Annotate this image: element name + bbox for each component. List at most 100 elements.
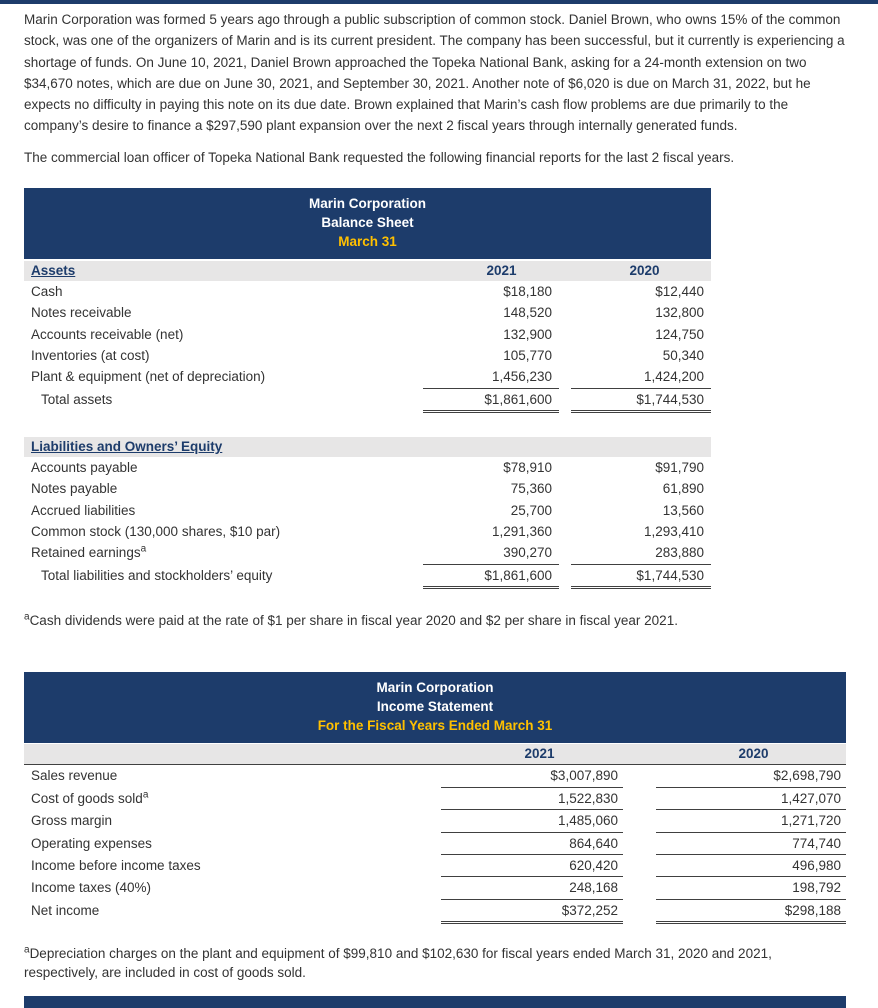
problem-page: Marin Corporation was formed 5 years ago… (0, 4, 878, 1008)
amount-2021: 1,456,230 (423, 366, 559, 389)
superscript-marker: a (140, 543, 147, 555)
row-net-income: Net income $372,252 $298,188 (24, 900, 846, 925)
column-gap (623, 855, 656, 877)
top-accent-bar (0, 0, 878, 4)
row-label-text: Accounts receivable (net) (31, 326, 184, 342)
liabilities-section-title: Liabilities and Owners’ Equity (31, 439, 223, 455)
amount-2021: $1,861,600 (423, 565, 559, 590)
year-column-2020: 2020 (629, 263, 660, 279)
footnote-marker: a (24, 611, 30, 623)
row-label: Cost of goods solda (24, 788, 441, 810)
row-income-before-taxes: Income before income taxes 620,420 496,9… (24, 855, 846, 878)
amount-2020: 1,271,720 (656, 810, 846, 833)
amount-2020: 132,800 (655, 305, 704, 321)
superscript-marker: a (142, 789, 149, 801)
amount-2020: 1,424,200 (571, 366, 711, 389)
column-gap (559, 437, 571, 457)
amount-2020: 198,792 (656, 877, 846, 900)
column-gap (559, 478, 571, 499)
balance-sheet-table: Marin Corporation Balance Sheet March 31… (24, 188, 711, 590)
amount-2020: 1,427,070 (656, 788, 846, 811)
statement-name: Income Statement (376, 699, 494, 715)
row-label-text: Inventories (at cost) (31, 348, 150, 364)
column-gap (559, 324, 571, 345)
column-gap (559, 366, 571, 388)
empty-cell (571, 437, 711, 457)
statement-period: For the Fiscal Years Ended March 31 (317, 718, 553, 734)
footnote-text: Depreciation charges on the plant and eq… (24, 946, 772, 981)
row-label-text: Gross margin (31, 813, 113, 829)
row-label-text: Cost of goods sold (31, 790, 143, 806)
row-label: Net income (24, 900, 441, 924)
income-statement-footnote: aDepreciation charges on the plant and e… (24, 944, 846, 982)
row-label-text: Accrued liabilities (31, 502, 136, 518)
row-label: Operating expenses (24, 833, 441, 855)
amount-2021: 248,168 (441, 877, 623, 900)
row-cash: Cash $18,180 $12,440 (24, 281, 711, 302)
row-label: Common stock (130,000 shares, $10 par) (24, 521, 423, 542)
amount-2021: $372,252 (441, 900, 623, 925)
row-total-assets: Total assets $1,861,600 $1,744,530 (24, 389, 711, 414)
row-label-text: Total liabilities and stockholders’ equi… (41, 567, 273, 583)
row-label-text: Plant & equipment (net of depreciation) (31, 369, 266, 385)
footnote-text: Cash dividends were paid at the rate of … (29, 613, 678, 629)
income-statement-table: Marin Corporation Income Statement For t… (24, 672, 846, 925)
amount-2020: $2,698,790 (656, 765, 846, 788)
column-gap (559, 457, 571, 478)
row-label: Total liabilities and stockholders’ equi… (24, 565, 423, 589)
amount-2021: 620,420 (441, 855, 623, 878)
row-common-stock: Common stock (130,000 shares, $10 par) 1… (24, 521, 711, 542)
amount-2021: 864,640 (441, 833, 623, 856)
column-gap (623, 788, 656, 810)
company-name: Marin Corporation (376, 679, 494, 695)
row-label-text: Total assets (41, 391, 113, 407)
amount-2020: 50,340 (662, 348, 704, 364)
row-total-liabilities-equity: Total liabilities and stockholders’ equi… (24, 565, 711, 590)
statement-name: Balance Sheet (321, 214, 414, 230)
income-statement-header: Marin Corporation Income Statement For t… (24, 672, 846, 744)
amount-2021: $1,861,600 (423, 389, 559, 414)
column-gap (559, 389, 571, 413)
column-gap (623, 900, 656, 924)
section-spacer (24, 413, 711, 435)
amount-2020: 496,980 (656, 855, 846, 878)
row-label-text: Sales revenue (31, 768, 118, 784)
row-label: Accounts receivable (net) (24, 324, 423, 345)
column-gap (559, 302, 571, 323)
row-label: Income before income taxes (24, 855, 441, 877)
column-gap (559, 281, 571, 302)
row-plant-equipment: Plant & equipment (net of depreciation) … (24, 366, 711, 389)
row-inventories: Inventories (at cost) 105,770 50,340 (24, 345, 711, 366)
row-label: Plant & equipment (net of depreciation) (24, 366, 423, 388)
request-paragraph: The commercial loan officer of Topeka Na… (24, 149, 735, 165)
amount-2020: 774,740 (656, 833, 846, 856)
row-label: Accounts payable (24, 457, 423, 478)
row-accounts-payable: Accounts payable $78,910 $91,790 (24, 457, 711, 478)
amount-2021: $78,910 (503, 459, 552, 475)
column-gap (559, 500, 571, 521)
amount-2021: 75,360 (510, 481, 552, 497)
amount-2021: 105,770 (503, 348, 552, 364)
empty-cell (24, 744, 451, 764)
column-gap (559, 345, 571, 366)
statement-date: March 31 (338, 234, 397, 250)
row-label: Cash (24, 281, 423, 302)
column-gap (559, 542, 571, 564)
amount-2020: $91,790 (655, 459, 704, 475)
balance-sheet-footnote: aCash dividends were paid at the rate of… (24, 611, 854, 630)
row-sales-revenue: Sales revenue $3,007,890 $2,698,790 (24, 765, 846, 788)
column-gap (623, 877, 656, 899)
row-label: Inventories (at cost) (24, 345, 423, 366)
row-income-taxes: Income taxes (40%) 248,168 198,792 (24, 877, 846, 900)
amount-2020: 1,293,410 (643, 523, 704, 539)
column-gap (623, 765, 656, 787)
column-gap (566, 261, 578, 281)
row-label-text: Notes receivable (31, 305, 132, 321)
row-accrued-liabilities: Accrued liabilities 25,700 13,560 (24, 500, 711, 521)
row-gross-margin: Gross margin 1,485,060 1,271,720 (24, 810, 846, 833)
amount-2020: 283,880 (571, 542, 711, 565)
amount-2020: $298,188 (656, 900, 846, 925)
amount-2021: 148,520 (503, 305, 552, 321)
year-column-2021: 2021 (524, 746, 555, 762)
year-column-2020: 2020 (738, 746, 769, 762)
